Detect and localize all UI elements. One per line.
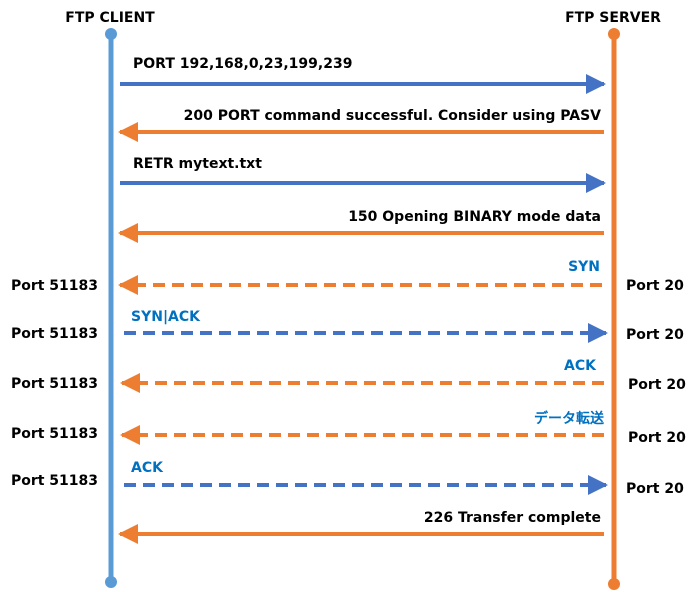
message-ack-1: ACK Port 51183 Port 20: [11, 358, 686, 393]
server-title: FTP SERVER: [565, 10, 661, 26]
message-ack-2: ACK Port 51183 Port 20: [11, 460, 684, 497]
message-label: 200 PORT command successful. Consider us…: [184, 108, 601, 124]
message-label: ACK: [564, 358, 597, 374]
message-syn: SYN Port 51183 Port 20: [11, 259, 684, 295]
server-lifeline-top-dot: [608, 28, 620, 40]
message-data-transfer: データ転送 Port 51183 Port 20: [11, 410, 686, 446]
client-port-label: Port 51183: [11, 426, 98, 442]
message-label: RETR mytext.txt: [133, 156, 262, 172]
message-label: SYN: [568, 259, 600, 275]
message-opening-data: 150 Opening BINARY mode data: [118, 209, 604, 243]
server-port-label: Port 20: [626, 327, 684, 343]
server-port-label: Port 20: [628, 377, 686, 393]
message-label: SYN|ACK: [131, 309, 201, 325]
server-port-label: Port 20: [626, 278, 684, 294]
server-port-label: Port 20: [626, 481, 684, 497]
client-lifeline-top-dot: [105, 28, 117, 40]
message-label: ACK: [131, 460, 164, 476]
message-port-response: 200 PORT command successful. Consider us…: [118, 108, 604, 142]
message-label: 150 Opening BINARY mode data: [348, 209, 601, 225]
message-port: PORT 192,168,0,23,199,239: [120, 56, 606, 94]
message-label: データ転送: [534, 410, 605, 427]
message-label: 226 Transfer complete: [424, 510, 601, 526]
message-syn-ack: SYN|ACK Port 51183 Port 20: [11, 309, 684, 343]
server-port-label: Port 20: [628, 430, 686, 446]
message-retr: RETR mytext.txt: [120, 156, 606, 193]
client-lifeline-bottom-dot: [105, 576, 117, 588]
client-port-label: Port 51183: [11, 473, 98, 489]
message-transfer-complete: 226 Transfer complete: [118, 510, 604, 544]
server-lifeline-bottom-dot: [608, 578, 620, 590]
client-title: FTP CLIENT: [65, 10, 155, 26]
message-label: PORT 192,168,0,23,199,239: [133, 56, 352, 72]
client-port-label: Port 51183: [11, 326, 98, 342]
client-port-label: Port 51183: [11, 278, 98, 294]
client-port-label: Port 51183: [11, 376, 98, 392]
